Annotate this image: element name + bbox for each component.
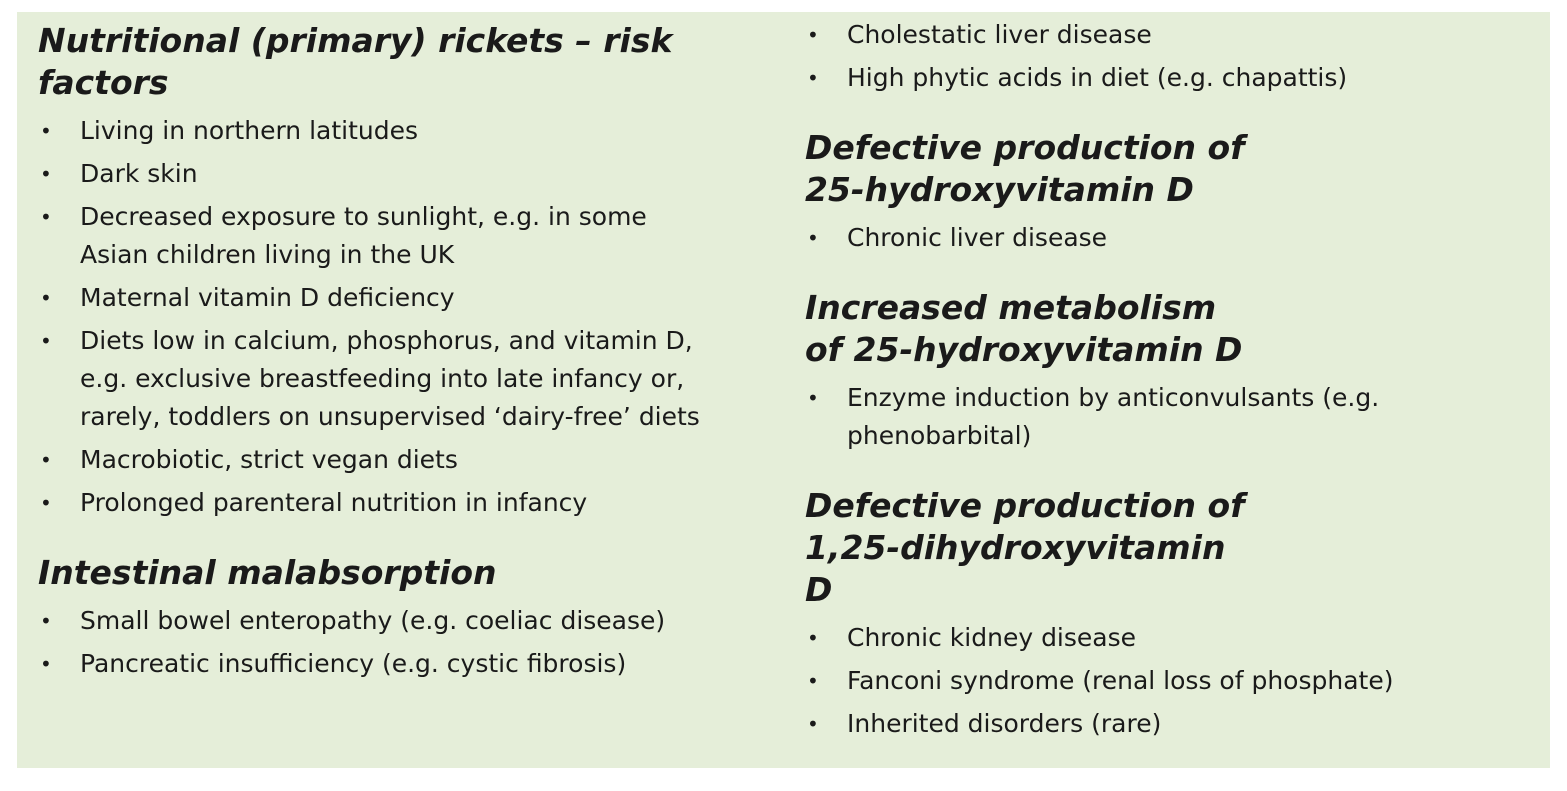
bullet-item: Chronic kidney disease: [805, 619, 1487, 657]
bullet-item: Chronic liver disease: [805, 219, 1487, 257]
bullet-item: Small bowel enteropathy (e.g. coeliac di…: [38, 602, 720, 640]
bullet-item: Macrobiotic, strict vegan diets: [38, 441, 720, 479]
bullet-list: Enzyme induction by anticonvulsants (e.g…: [805, 379, 1525, 455]
section: Increased metabolism of 25-hydroxyvitami…: [805, 287, 1525, 455]
section: Defective production of 1,25-dihydroxyvi…: [805, 485, 1525, 743]
bullet-item: Decreased exposure to sunlight, e.g. in …: [38, 198, 720, 274]
bullet-item: High phytic acids in diet (e.g. chapatti…: [805, 59, 1487, 97]
bullet-list: Chronic liver disease: [805, 219, 1525, 257]
section-heading: Nutritional (primary) rickets – risk fac…: [38, 21, 673, 102]
bullet-item: Pancreatic insufficiency (e.g. cystic fi…: [38, 645, 720, 683]
bullet-item: Fanconi syndrome (renal loss of phosphat…: [805, 662, 1487, 700]
bullet-list: Chronic kidney disease Fanconi syndrome (…: [805, 619, 1525, 743]
info-box: Nutritional (primary) rickets – risk fac…: [17, 12, 1550, 768]
left-column: Nutritional (primary) rickets – risk fac…: [38, 20, 778, 713]
bullet-item: Enzyme induction by anticonvulsants (e.g…: [805, 379, 1487, 455]
section: Defective production of 25-hydroxyvitami…: [805, 127, 1525, 257]
section: Nutritional (primary) rickets – risk fac…: [38, 20, 778, 522]
section: Cholestatic liver disease High phytic aci…: [805, 16, 1525, 97]
section-heading: Defective production of 25-hydroxyvitami…: [805, 128, 1245, 209]
section-heading: Increased metabolism of 25-hydroxyvitami…: [805, 288, 1243, 369]
section-heading: Defective production of 1,25-dihydroxyvi…: [805, 486, 1245, 609]
bullet-item: Diets low in calcium, phosphorus, and vi…: [38, 322, 720, 436]
bullet-list: Cholestatic liver disease High phytic aci…: [805, 16, 1525, 97]
bullet-list: Living in northern latitudes Dark skin Dec…: [38, 112, 778, 522]
bullet-item: Living in northern latitudes: [38, 112, 720, 150]
bullet-item: Prolonged parenteral nutrition in infanc…: [38, 484, 720, 522]
right-column: Cholestatic liver disease High phytic aci…: [805, 16, 1525, 773]
bullet-item: Maternal vitamin D deficiency: [38, 279, 720, 317]
bullet-item: Dark skin: [38, 155, 720, 193]
bullet-item: Cholestatic liver disease: [805, 16, 1487, 54]
section-heading: Intestinal malabsorption: [38, 553, 497, 592]
bullet-item: Inherited disorders (rare): [805, 705, 1487, 743]
section: Intestinal malabsorption Small bowel ente…: [38, 552, 778, 683]
bullet-list: Small bowel enteropathy (e.g. coeliac di…: [38, 602, 778, 683]
